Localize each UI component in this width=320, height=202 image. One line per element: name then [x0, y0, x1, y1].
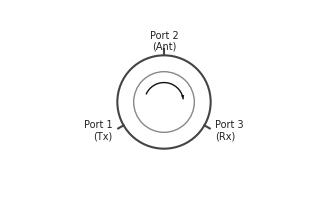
Text: (Tx): (Tx)	[93, 132, 113, 142]
Text: (Rx): (Rx)	[215, 132, 236, 142]
Polygon shape	[181, 95, 184, 99]
Text: (Ant): (Ant)	[152, 41, 176, 51]
Text: Port 2: Port 2	[150, 31, 178, 41]
Text: Port 3: Port 3	[215, 120, 244, 130]
Text: Port 1: Port 1	[84, 120, 113, 130]
